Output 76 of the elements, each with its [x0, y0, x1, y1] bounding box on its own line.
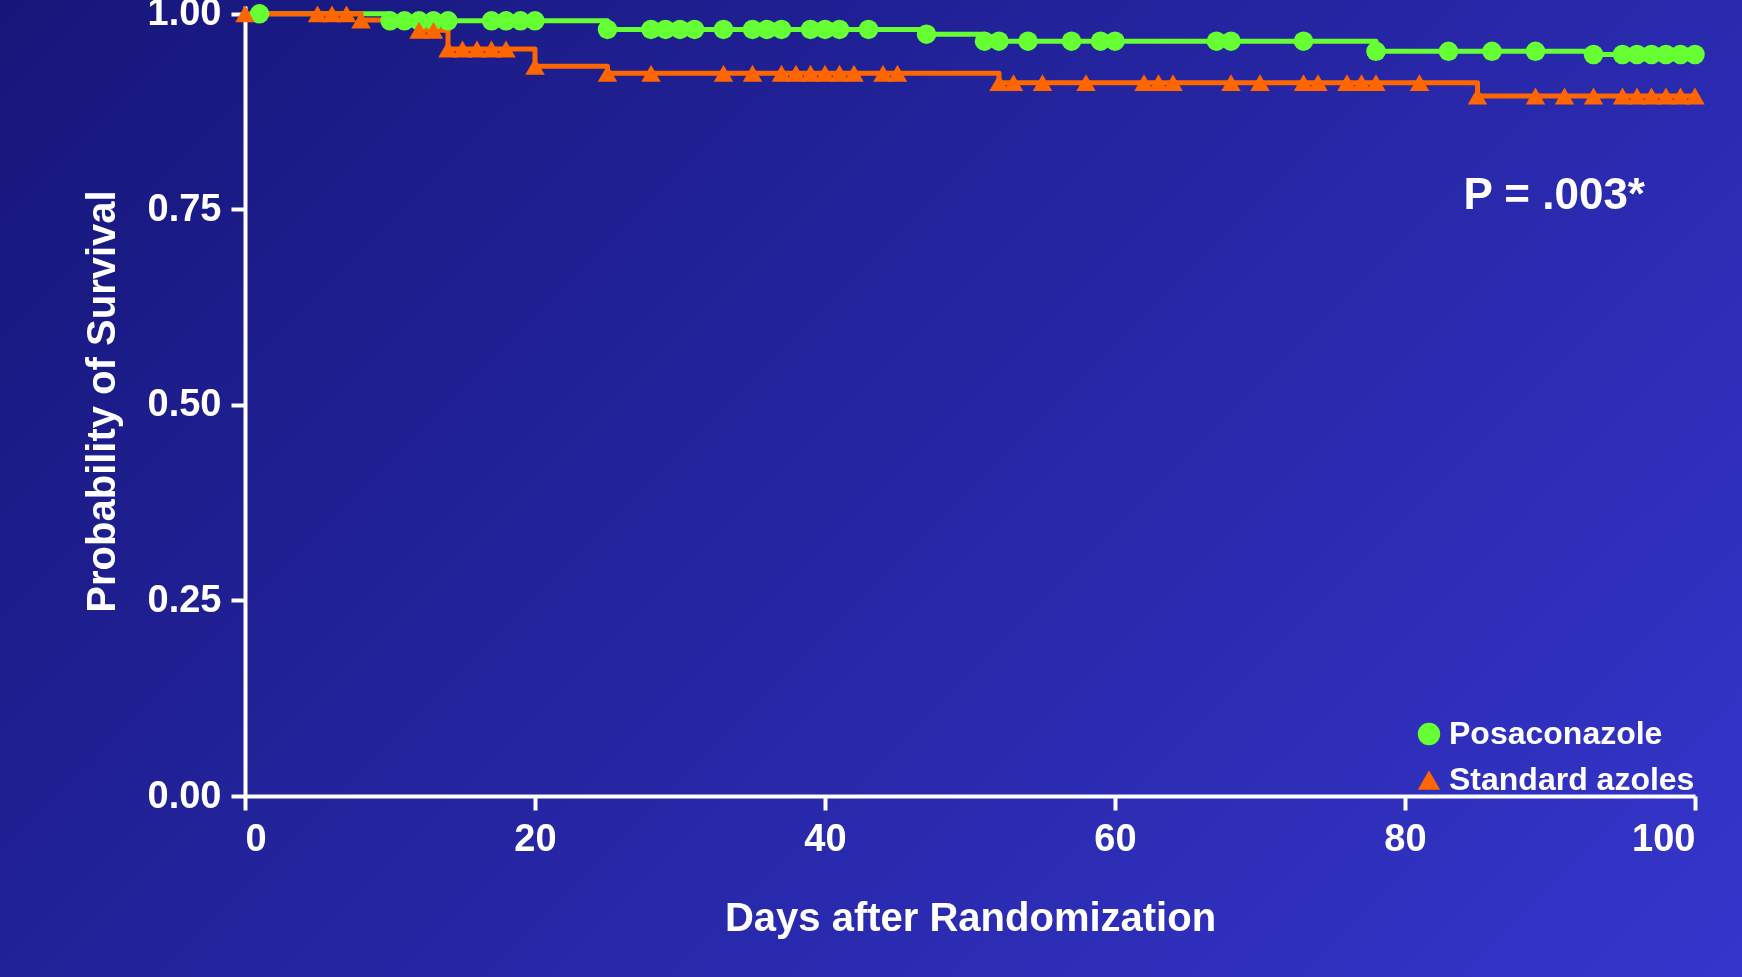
point [1221, 74, 1241, 92]
point [1076, 74, 1096, 92]
point [1003, 74, 1024, 92]
point [1656, 87, 1676, 105]
point [322, 5, 342, 23]
point [496, 40, 516, 58]
point [1250, 74, 1270, 92]
point [452, 40, 473, 58]
point [1308, 74, 1328, 92]
point [1525, 41, 1546, 62]
x-axis-title: Days after Randomization [724, 894, 1217, 939]
point [1554, 87, 1575, 105]
point [873, 64, 893, 82]
point [815, 64, 835, 82]
point [1351, 74, 1372, 92]
point [742, 64, 763, 82]
point [336, 5, 357, 23]
point [438, 11, 458, 31]
point [1105, 31, 1125, 51]
point [597, 19, 618, 40]
point [249, 4, 270, 24]
point [887, 64, 908, 82]
y-tick-label: 0.75 [147, 186, 222, 229]
point [1438, 41, 1459, 62]
point [800, 64, 821, 82]
point [1293, 74, 1314, 92]
point [916, 24, 937, 44]
point [829, 19, 850, 40]
legend-label: Standard azoles [1449, 761, 1695, 797]
point [1148, 74, 1169, 92]
point [1337, 74, 1357, 92]
point [684, 19, 705, 40]
x-tick-label: 20 [514, 816, 557, 859]
point [858, 19, 879, 40]
point [1685, 44, 1705, 65]
point [423, 21, 444, 39]
point [771, 64, 792, 82]
point [786, 64, 806, 82]
point [771, 19, 792, 40]
point [481, 40, 502, 58]
point [989, 31, 1009, 51]
x-tick-label: 0 [245, 816, 267, 859]
point [1163, 74, 1183, 92]
point [1525, 87, 1546, 105]
point [1134, 74, 1154, 92]
point [1366, 74, 1386, 92]
point [1221, 31, 1241, 51]
point [844, 64, 864, 82]
point [1482, 41, 1502, 62]
annotation: P = .003* [1463, 169, 1646, 218]
y-tick-label: 0.50 [147, 382, 222, 425]
y-axis-title: Probability of Survival [78, 190, 123, 613]
point [1409, 74, 1430, 92]
point [641, 64, 661, 82]
point [1583, 44, 1604, 65]
y-tick-label: 0.25 [147, 577, 222, 620]
point [1293, 31, 1314, 51]
x-tick-label: 40 [804, 816, 847, 859]
point [1018, 31, 1038, 51]
point [1685, 87, 1705, 105]
point [1583, 87, 1604, 105]
point [713, 64, 734, 82]
point [1032, 74, 1053, 92]
x-tick-label: 80 [1384, 816, 1427, 859]
legend-label: Posaconazole [1449, 715, 1663, 751]
point [1627, 87, 1647, 105]
x-tick-label: 100 [1632, 816, 1696, 859]
y-tick-label: 0.00 [147, 773, 222, 816]
point [829, 64, 850, 82]
point [409, 21, 429, 39]
point [1366, 41, 1386, 62]
point [1061, 31, 1082, 51]
point [525, 11, 545, 31]
point [235, 5, 255, 23]
x-tick-label: 60 [1094, 816, 1137, 859]
point [713, 19, 734, 40]
